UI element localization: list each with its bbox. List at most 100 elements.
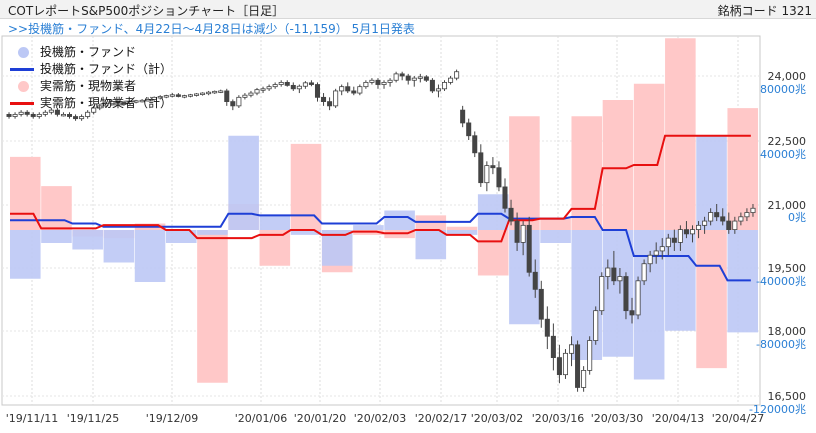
candle-up <box>187 94 193 97</box>
candle-down <box>423 76 429 81</box>
candle-up <box>151 96 157 100</box>
candle-down <box>490 165 496 169</box>
comm-cumulative-line <box>10 134 751 243</box>
legend-label: 実需筋・現物業者 <box>40 79 137 93</box>
price-tick-label: 22,500 <box>768 135 807 148</box>
candle-up <box>302 82 308 87</box>
comm-bar <box>509 116 540 230</box>
candle-up <box>36 114 42 117</box>
announcement-link[interactable]: >>投機筋・ファンド、4月22日～4月28日は減少（-11,159） 5月1日発… <box>8 22 415 36</box>
candle-down <box>321 96 327 103</box>
spec-bar <box>197 230 228 235</box>
position-tick-label: 80000兆 <box>760 83 806 96</box>
candle-up <box>194 93 200 96</box>
candle-up <box>12 114 18 117</box>
candle-down <box>514 220 520 243</box>
price-tick-label: 16,500 <box>768 390 807 403</box>
candle-up <box>448 77 454 83</box>
candle-down <box>714 212 720 218</box>
candle-up <box>206 91 212 95</box>
candle-up <box>744 212 750 218</box>
candle-up <box>605 267 611 277</box>
candle-down <box>544 318 550 337</box>
candle-up <box>242 94 248 98</box>
legend-swatch-comm-line <box>10 102 34 105</box>
candle-up <box>272 84 278 88</box>
spec-bar <box>103 230 135 263</box>
comm-bar <box>665 38 696 230</box>
x-tick-label: '19/11/11 <box>6 412 58 425</box>
x-tick-label: '20/03/02 <box>471 412 523 425</box>
candle-down <box>73 116 79 120</box>
candle-down <box>429 79 435 92</box>
candle-up <box>266 86 272 90</box>
candle-down <box>121 102 127 105</box>
candle-up <box>333 90 339 107</box>
candle-down <box>671 237 677 243</box>
candle-up <box>587 340 593 371</box>
comm-bar <box>446 226 478 230</box>
candle-down <box>351 90 357 94</box>
candle-up <box>581 369 587 388</box>
x-tick-label: '20/03/30 <box>591 412 643 425</box>
candle-up <box>435 88 441 92</box>
comm-bar <box>41 186 72 230</box>
candle-up <box>738 216 744 222</box>
position-tick-label: -80000兆 <box>756 338 806 351</box>
spec-bar <box>72 230 103 250</box>
candle-up <box>569 344 575 354</box>
price-tick-label: 18,000 <box>768 325 807 338</box>
candle-up <box>417 76 423 79</box>
candle-down <box>314 84 321 98</box>
candle-down <box>115 101 121 104</box>
candle-down <box>472 135 478 154</box>
candle-up <box>139 99 145 103</box>
candle-up <box>91 107 97 113</box>
candle-up <box>696 224 702 230</box>
spec-bar <box>41 230 72 243</box>
candle-down <box>466 122 472 137</box>
candle-up <box>278 82 284 85</box>
candle-up <box>484 165 490 184</box>
candle-down <box>526 224 532 273</box>
legend-item-spec-bar: 投機筋・ファンド <box>8 44 172 61</box>
candle-up <box>363 82 369 88</box>
candle-down <box>538 288 544 320</box>
legend-label: 投機筋・ファンド（計） <box>40 62 173 76</box>
candle-down <box>623 276 629 312</box>
spec-bar <box>290 230 322 235</box>
legend-swatch-spec-line <box>10 68 34 71</box>
spec-cumulative-line <box>10 212 751 282</box>
candle-up <box>60 114 66 117</box>
candle-up <box>85 111 91 117</box>
comm-bar <box>571 116 603 230</box>
candle-up <box>79 116 85 120</box>
candle-up <box>48 109 54 113</box>
candle-down <box>508 207 514 222</box>
candle-down <box>175 94 181 97</box>
candle-up <box>677 229 683 243</box>
x-tick-label: '20/01/20 <box>294 412 346 425</box>
comm-bar <box>696 230 727 369</box>
legend-swatch-comm-bar <box>18 81 29 92</box>
candle-up <box>181 95 187 98</box>
price-tick-label: 24,000 <box>768 70 807 83</box>
spec-bar <box>165 230 197 243</box>
candle-up <box>750 207 756 213</box>
candle-up <box>635 280 641 316</box>
candle-down <box>375 79 381 85</box>
candle-up <box>381 82 387 85</box>
candle-up <box>103 103 109 107</box>
candle-down <box>6 114 12 117</box>
spec-bar <box>134 230 166 282</box>
candle-down <box>399 73 405 77</box>
candle-up <box>599 276 605 312</box>
spec-bar <box>10 230 41 279</box>
comm-bar <box>197 230 228 383</box>
candle-up <box>357 86 363 94</box>
candle-up <box>593 310 599 341</box>
candle-up <box>665 237 671 248</box>
candle-down <box>550 335 556 358</box>
